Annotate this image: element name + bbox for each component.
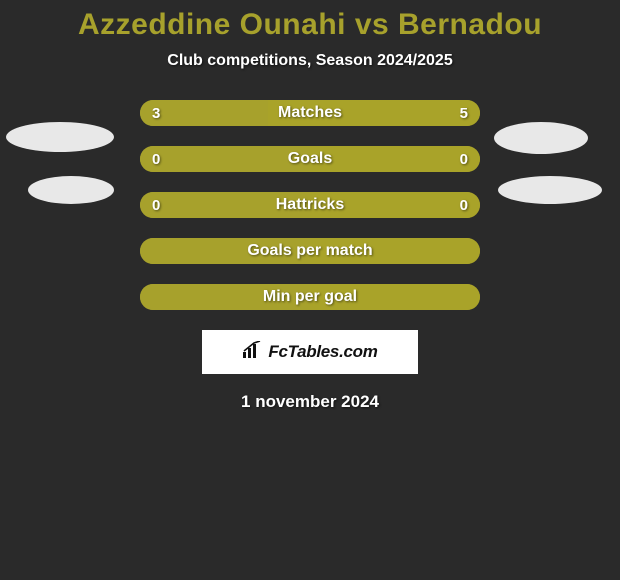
- stat-value-left: 3: [152, 100, 160, 126]
- stat-bar-track: [140, 238, 480, 264]
- stat-bar-left: [140, 146, 310, 172]
- stat-row: Matches35: [140, 100, 480, 126]
- player-photo-placeholder: [498, 176, 602, 204]
- stat-bar-right: [310, 284, 480, 310]
- player-photo-placeholder: [6, 122, 114, 152]
- stat-bar-right: [310, 192, 480, 218]
- comparison-title: Azzeddine Ounahi vs Bernadou: [0, 0, 620, 42]
- stat-bar-left: [140, 192, 310, 218]
- stat-bar-right: [268, 100, 481, 126]
- player-photo-placeholder: [28, 176, 114, 204]
- stat-bar-right: [310, 146, 480, 172]
- stat-row: Min per goal: [140, 284, 480, 310]
- stat-value-left: 0: [152, 146, 160, 172]
- comparison-subtitle: Club competitions, Season 2024/2025: [0, 52, 620, 70]
- stat-bar-track: [140, 100, 480, 126]
- stat-row: Goals per match: [140, 238, 480, 264]
- snapshot-date: 1 november 2024: [0, 392, 620, 412]
- stat-value-right: 5: [460, 100, 468, 126]
- stat-bar-track: [140, 192, 480, 218]
- source-badge-text: FcTables.com: [268, 342, 377, 362]
- stat-value-left: 0: [152, 192, 160, 218]
- stat-bar-right: [310, 238, 480, 264]
- stat-bar-left: [140, 284, 310, 310]
- stat-value-right: 0: [460, 192, 468, 218]
- source-badge: FcTables.com: [202, 330, 418, 374]
- player-photo-placeholder: [494, 122, 588, 154]
- stat-row: Hattricks00: [140, 192, 480, 218]
- stat-bar-left: [140, 238, 310, 264]
- stat-row: Goals00: [140, 146, 480, 172]
- stat-bar-track: [140, 284, 480, 310]
- stat-value-right: 0: [460, 146, 468, 172]
- stat-bar-track: [140, 146, 480, 172]
- chart-icon: [242, 341, 262, 364]
